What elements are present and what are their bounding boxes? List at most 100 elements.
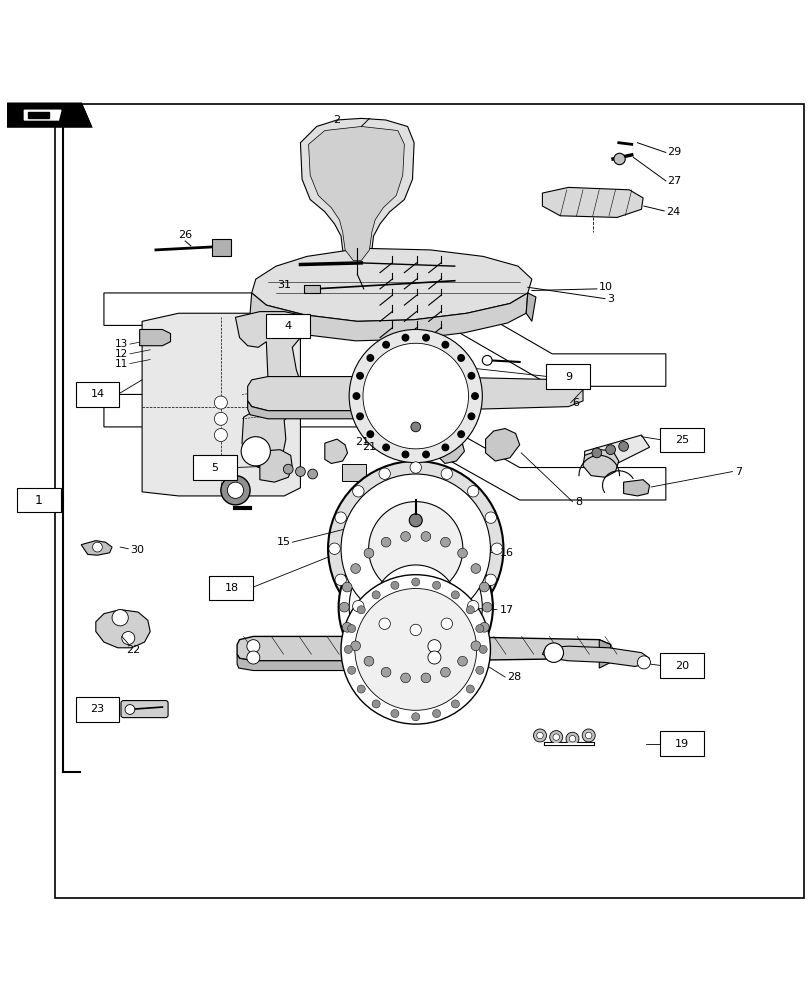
Circle shape [383, 341, 389, 348]
Polygon shape [247, 377, 582, 411]
Text: 15: 15 [277, 537, 290, 547]
Circle shape [484, 512, 496, 523]
FancyBboxPatch shape [75, 697, 119, 722]
FancyBboxPatch shape [659, 731, 703, 756]
Polygon shape [81, 541, 112, 555]
Polygon shape [324, 439, 347, 463]
Circle shape [470, 641, 480, 651]
Circle shape [468, 413, 474, 420]
Polygon shape [308, 126, 404, 260]
Circle shape [549, 731, 562, 744]
Circle shape [543, 643, 563, 662]
FancyBboxPatch shape [121, 701, 168, 718]
Circle shape [380, 667, 390, 677]
Circle shape [347, 625, 355, 633]
Circle shape [451, 700, 459, 708]
Text: 2: 2 [333, 115, 340, 125]
Circle shape [354, 589, 476, 710]
Text: 17: 17 [499, 605, 513, 615]
Circle shape [470, 564, 480, 573]
Circle shape [227, 482, 243, 498]
Circle shape [214, 412, 227, 425]
Polygon shape [237, 654, 434, 671]
Circle shape [457, 656, 467, 666]
Circle shape [409, 514, 422, 527]
Circle shape [536, 732, 543, 739]
Polygon shape [485, 429, 519, 461]
Circle shape [533, 729, 546, 742]
Text: 16: 16 [499, 548, 513, 558]
Text: 25: 25 [674, 435, 689, 445]
Circle shape [427, 640, 440, 653]
Circle shape [451, 591, 459, 599]
Circle shape [122, 632, 135, 645]
Circle shape [295, 467, 305, 476]
Circle shape [441, 341, 448, 348]
Circle shape [339, 602, 349, 612]
Circle shape [247, 640, 260, 653]
Text: 30: 30 [130, 545, 144, 555]
Circle shape [478, 622, 488, 632]
Circle shape [342, 582, 352, 592]
Text: 22: 22 [126, 645, 140, 655]
Polygon shape [542, 646, 649, 666]
FancyBboxPatch shape [341, 464, 366, 481]
Circle shape [482, 355, 491, 365]
Circle shape [342, 622, 352, 632]
Circle shape [565, 732, 578, 745]
Circle shape [552, 734, 559, 740]
Circle shape [341, 474, 490, 623]
Circle shape [221, 476, 250, 505]
Circle shape [478, 645, 487, 653]
Text: 24: 24 [665, 207, 680, 217]
Polygon shape [237, 636, 610, 661]
Circle shape [467, 486, 478, 497]
Circle shape [457, 355, 464, 361]
Text: 18: 18 [224, 583, 238, 593]
Circle shape [440, 468, 452, 479]
Text: 20: 20 [674, 661, 689, 671]
Circle shape [350, 564, 360, 573]
Circle shape [585, 732, 591, 739]
Polygon shape [436, 435, 464, 463]
Text: 28: 28 [507, 672, 521, 682]
Polygon shape [542, 187, 642, 217]
Circle shape [338, 530, 492, 684]
Circle shape [569, 735, 575, 742]
Circle shape [347, 666, 355, 674]
Circle shape [363, 656, 373, 666]
Text: 19: 19 [674, 739, 689, 749]
Circle shape [241, 437, 270, 466]
FancyBboxPatch shape [659, 653, 703, 678]
Text: 26: 26 [178, 230, 192, 240]
Circle shape [613, 153, 624, 165]
Text: 11: 11 [115, 359, 128, 369]
Text: 21: 21 [362, 442, 376, 452]
Polygon shape [250, 293, 527, 341]
Polygon shape [96, 610, 150, 648]
Circle shape [457, 548, 467, 558]
Circle shape [341, 575, 490, 724]
Circle shape [352, 600, 363, 612]
Circle shape [423, 334, 429, 341]
Circle shape [440, 537, 450, 547]
Circle shape [335, 512, 346, 523]
Circle shape [401, 451, 408, 458]
Text: 1: 1 [35, 493, 43, 506]
Circle shape [390, 709, 398, 718]
Text: 27: 27 [667, 176, 681, 186]
FancyBboxPatch shape [659, 428, 703, 452]
Circle shape [350, 641, 360, 651]
Circle shape [391, 583, 440, 632]
Polygon shape [526, 293, 535, 321]
Circle shape [112, 610, 128, 626]
Text: 9: 9 [564, 372, 571, 382]
Circle shape [441, 444, 448, 451]
Circle shape [353, 393, 359, 399]
Circle shape [591, 448, 601, 458]
Circle shape [478, 582, 488, 592]
Circle shape [356, 413, 363, 420]
Circle shape [349, 541, 482, 674]
Circle shape [363, 343, 468, 449]
Circle shape [379, 618, 390, 629]
